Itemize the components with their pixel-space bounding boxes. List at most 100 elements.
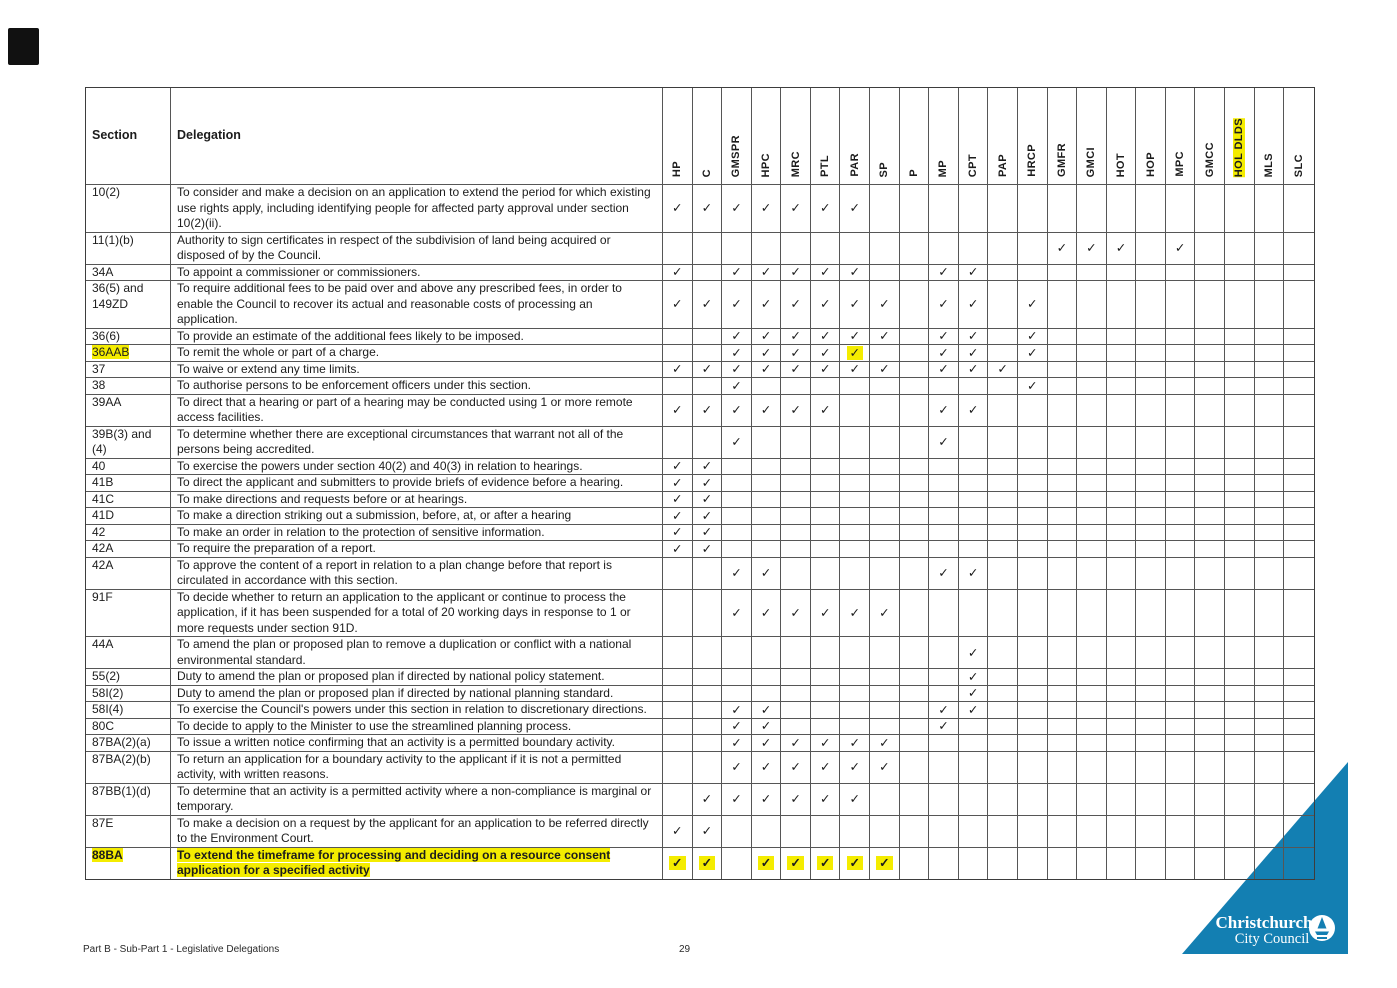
delegation-cell: To appoint a commissioner or commissione… [171, 264, 663, 281]
check-cell-par [840, 508, 871, 525]
check-cell-gmspr: ✓ [722, 345, 752, 362]
check-cell-hot [1106, 345, 1137, 362]
check-cell-gmfr [1047, 185, 1078, 233]
checkmark-icon: ✓ [938, 719, 949, 734]
check-cell-gmcc [1195, 557, 1225, 590]
checkmark-icon: ✓ [760, 297, 772, 312]
check-cell-mrc [781, 685, 811, 702]
delegation-text: To require additional fees to be paid ov… [177, 281, 622, 326]
check-cell-par: ✓ [840, 185, 871, 233]
check-cell-hop [1136, 702, 1166, 719]
checkmark-icon: ✓ [1056, 241, 1068, 255]
checkmark-icon: ✓ [1026, 345, 1038, 360]
check-cell-p [899, 557, 930, 590]
check-cell-hop [1136, 541, 1166, 558]
check-cell-gmspr [722, 685, 752, 702]
check-cell-slc [1284, 541, 1314, 558]
delegation-cell: To waive or extend any time limits. [171, 361, 663, 378]
checkmark-icon: ✓ [879, 735, 890, 750]
check-cell-hop [1136, 185, 1166, 233]
table-row: 42 To make an order in relation to the pr… [86, 524, 1314, 541]
check-cell-ptl [810, 557, 841, 590]
table-row: 87E To make a decision on a request by th… [86, 815, 1314, 848]
check-cell-mrc [781, 541, 811, 558]
check-cell-gmcc [1195, 394, 1225, 427]
check-cell-mp [929, 751, 959, 784]
check-cell-hrcp [1017, 524, 1048, 541]
check-cell-slc [1284, 558, 1314, 590]
check-cell-ptl: ✓ [810, 328, 841, 345]
check-cell-cpt: ✓ [958, 702, 989, 719]
checkmark-icon: ✓ [790, 329, 801, 344]
section-label: 37 [92, 361, 106, 376]
check-cell-ptl: ✓ [810, 264, 841, 281]
check-cell-mpc: ✓ [1165, 232, 1196, 265]
check-cell-hrcp [1017, 783, 1048, 816]
section-cell: 34A [86, 264, 171, 281]
check-cell-slc [1284, 719, 1314, 735]
check-cell-par [840, 669, 871, 686]
check-cell-gmfr [1047, 637, 1078, 669]
delegation-cell: To determine whether there are exception… [171, 426, 663, 459]
checkmark-icon: ✓ [672, 201, 683, 216]
table-row: 58I(2) Duty to amend the plan or proposed… [86, 685, 1314, 702]
check-cell-hot [1106, 685, 1137, 702]
check-cell-hop [1136, 524, 1166, 541]
check-cell-gmfr [1047, 508, 1078, 525]
check-cell-p [899, 361, 930, 378]
check-cell-mpc [1165, 751, 1196, 784]
check-cell-mpc [1165, 669, 1196, 686]
check-cell-gmcc [1195, 491, 1225, 508]
section-cell: 42 [86, 524, 171, 541]
check-cell-mpc [1165, 491, 1196, 508]
check-cell-hrcp [1017, 361, 1048, 378]
checkmark-icon: ✓ [819, 403, 831, 417]
check-cell-mp [929, 524, 959, 541]
check-cell-mp [929, 491, 959, 508]
check-cell-sp [870, 458, 900, 475]
check-cell-cpt [958, 491, 989, 508]
checkmark-icon: ✓ [701, 201, 713, 216]
check-cell-hrcp [1017, 557, 1048, 590]
delegation-cell: Authority to sign certificates in respec… [171, 232, 663, 265]
section-cell: 87BB(1)(d) [86, 783, 171, 816]
check-cell-gmci [1077, 264, 1107, 281]
checkmark-icon: ✓ [790, 605, 801, 620]
check-cell-slc [1284, 590, 1314, 637]
checkmark-icon: ✓ [731, 566, 742, 580]
check-cell-gmfr [1047, 491, 1078, 508]
checkmark-icon: ✓ [879, 605, 890, 620]
section-cell: 11(1)(b) [86, 232, 171, 265]
check-cell-mp: ✓ [929, 281, 959, 329]
check-cell-mpc [1165, 281, 1196, 329]
check-cell-mls [1254, 185, 1285, 233]
column-header-gmci: GMCI [1077, 88, 1107, 185]
check-cell-c [692, 751, 723, 784]
check-cell-gmspr: ✓ [722, 328, 752, 345]
check-cell-par [840, 394, 871, 427]
check-cell-mp [929, 508, 959, 525]
check-cell-slc [1284, 233, 1314, 265]
check-cell-mpc [1165, 541, 1196, 558]
column-header-label: SP [878, 161, 891, 177]
check-cell-par [840, 557, 871, 590]
check-cell-slc [1284, 702, 1314, 719]
check-cell-gmci [1077, 426, 1107, 459]
check-cell-hop [1136, 735, 1166, 752]
check-cell-pap [988, 345, 1018, 362]
check-cell-gmci [1077, 361, 1107, 378]
checkmark-icon: ✓ [701, 459, 713, 474]
check-cell-gmcc [1195, 426, 1225, 459]
check-cell-mls [1254, 589, 1285, 637]
check-cell-par: ✓ [840, 281, 871, 329]
check-cell-hop [1136, 491, 1166, 508]
delegation-text: To consider and make a decision on an ap… [177, 185, 651, 230]
check-cell-gmcc [1195, 458, 1225, 475]
check-cell-mls [1254, 394, 1285, 427]
delegation-text: To amend the plan or proposed plan to re… [177, 637, 632, 667]
check-cell-gmfr [1047, 475, 1078, 492]
checkmark-icon: ✓ [731, 435, 742, 449]
check-cell-pap [988, 185, 1018, 233]
check-cell-mrc: ✓ [781, 281, 811, 329]
check-cell-par [840, 637, 871, 669]
